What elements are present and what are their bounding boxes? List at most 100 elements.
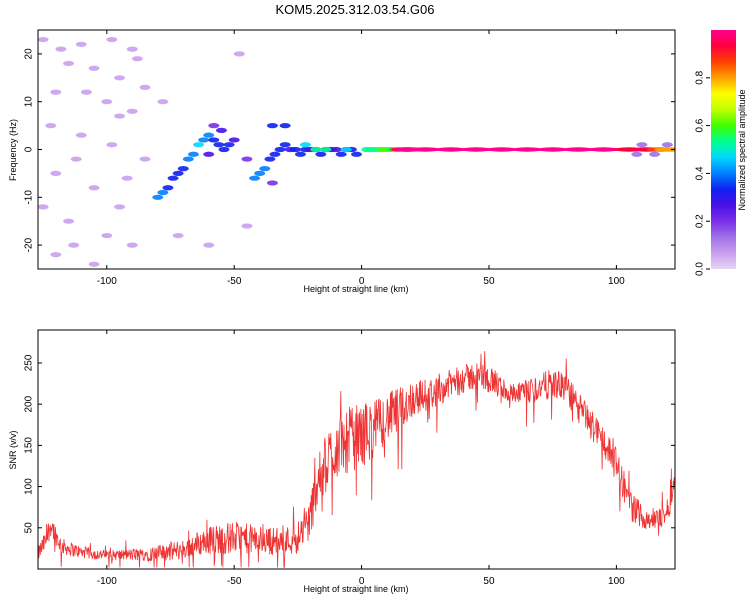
spectrogram-cell — [233, 51, 245, 57]
spectrogram-cell — [88, 65, 100, 71]
spectrogram-cell — [218, 146, 230, 153]
spectrogram-xlabel: Height of straight line (km) — [303, 284, 408, 294]
spectrogram-cell — [121, 175, 133, 181]
spectrogram-cell — [88, 261, 100, 267]
spectrogram-cell — [75, 41, 87, 47]
spectrogram-cell — [264, 156, 276, 162]
spectrogram-cell — [152, 194, 164, 200]
spectrogram-cell — [106, 36, 118, 43]
spectrogram-cell — [68, 242, 80, 248]
snr-ylabel: SNR (v/v) — [8, 431, 18, 470]
spectrogram-cell — [177, 166, 189, 172]
spectrogram-cell — [279, 123, 291, 129]
spectrogram-cell — [223, 142, 235, 148]
spectrogram-cell — [208, 137, 220, 143]
spectrogram-cell — [75, 132, 87, 138]
spectrogram-cell — [485, 147, 518, 152]
spectrogram-cell — [182, 156, 194, 162]
spectrogram-cell — [649, 151, 661, 157]
spectrogram-cell — [587, 147, 620, 152]
spectrogram-cell — [213, 142, 225, 148]
spectrogram-cell — [215, 127, 227, 133]
spectrogram-cell — [63, 60, 75, 67]
spectrogram-cell — [131, 56, 143, 62]
spectrogram-cell — [50, 252, 62, 258]
spectrogram-cell — [254, 170, 266, 176]
spectrogram-cell — [167, 175, 179, 181]
spectrogram-cell — [126, 108, 138, 114]
spectrogram-cell — [126, 242, 138, 248]
spectrogram-cell — [101, 232, 113, 239]
spectrogram-cell — [203, 151, 215, 157]
snr-ytick-label: 50 — [24, 522, 35, 534]
snr-ticks: -100 -50 0 50 100 50 100 150 200 250 — [24, 330, 675, 587]
spectrogram-ytick-label: 20 — [24, 48, 35, 60]
spectrogram-cell — [335, 151, 347, 157]
spectrogram-cell — [114, 113, 126, 119]
spectrogram-xtick-label: -50 — [227, 276, 242, 287]
spectrogram-cell — [310, 146, 322, 153]
spectrogram-cell — [269, 151, 281, 157]
figure-title: KOM5.2025.312.03.54.G06 — [275, 2, 434, 17]
spectrogram-cell — [80, 89, 92, 95]
spectrogram-cell — [259, 166, 271, 172]
spectrogram-cell — [162, 185, 174, 191]
colorbar: 0.0 0.2 0.4 0.6 0.8 Normalized spectral ampl… — [695, 30, 747, 276]
spectrogram-cell — [351, 151, 362, 157]
spectrogram-cell — [320, 146, 332, 153]
spectrogram-cell — [50, 89, 62, 95]
spectrogram-xtick-label: 0 — [359, 276, 365, 287]
spectrogram-cell — [562, 147, 595, 152]
spectrogram-cell — [266, 180, 278, 186]
spectrogram-cell — [409, 147, 442, 152]
spectrogram-cell — [434, 147, 467, 152]
spectrogram-cell — [228, 137, 240, 143]
spectrogram-cell — [300, 142, 312, 148]
spectrogram-cell — [653, 147, 675, 152]
spectrogram-cell — [157, 99, 169, 105]
spectrogram-cell — [274, 146, 286, 153]
snr-xtick-label: 0 — [359, 576, 365, 587]
spectrogram-cell — [106, 142, 118, 148]
spectrogram-cell — [55, 46, 67, 52]
spectrogram-cell — [241, 156, 253, 162]
snr-panel: -100 -50 0 50 100 50 100 150 200 250 Height of st… — [8, 329, 676, 594]
snr-frame — [37, 329, 676, 570]
spectrogram-cell — [661, 142, 673, 148]
spectrogram-cell — [631, 151, 643, 157]
spectrogram-cell — [536, 147, 569, 152]
spectrogram-ytick-label: 10 — [24, 96, 35, 108]
spectrogram-cell — [249, 175, 261, 181]
spectrogram-cell — [460, 147, 493, 152]
spectrogram-cell — [511, 147, 544, 152]
spectrogram-cell — [193, 142, 205, 148]
spectrogram-cell — [315, 151, 327, 157]
spectrogram-cell — [203, 132, 215, 138]
colorbar-strip — [711, 30, 736, 269]
spectrogram-ytick-label: -20 — [24, 237, 35, 252]
spectrogram-cell — [157, 189, 169, 196]
spectrogram-xtick-label: -100 — [97, 276, 117, 287]
spectrogram-cell — [636, 142, 648, 148]
spectrogram-cell — [139, 156, 151, 162]
colorbar-tick-label: 0.8 — [695, 70, 706, 84]
spectrogram-cell — [266, 123, 278, 129]
snr-xtick-label: -50 — [227, 576, 242, 587]
spectrogram-cell — [330, 146, 342, 153]
spectrogram-cell — [63, 218, 75, 224]
colorbar-ticks: 0.0 0.2 0.4 0.6 0.8 — [695, 70, 710, 276]
spectrogram-cell — [279, 142, 291, 148]
spectrogram-cell — [208, 123, 220, 129]
spectrogram-cell — [126, 46, 138, 52]
spectrogram-cell — [203, 242, 215, 248]
snr-series-line — [38, 351, 675, 568]
spectrogram-cell — [50, 170, 62, 176]
snr-xtick-label: 100 — [608, 576, 625, 587]
spectrogram-cell — [88, 185, 100, 191]
colorbar-tick-label: 0.0 — [695, 262, 706, 276]
snr-ytick-label: 100 — [24, 478, 35, 495]
spectrogram-cell — [45, 123, 57, 129]
spectrogram-cell — [294, 151, 306, 157]
